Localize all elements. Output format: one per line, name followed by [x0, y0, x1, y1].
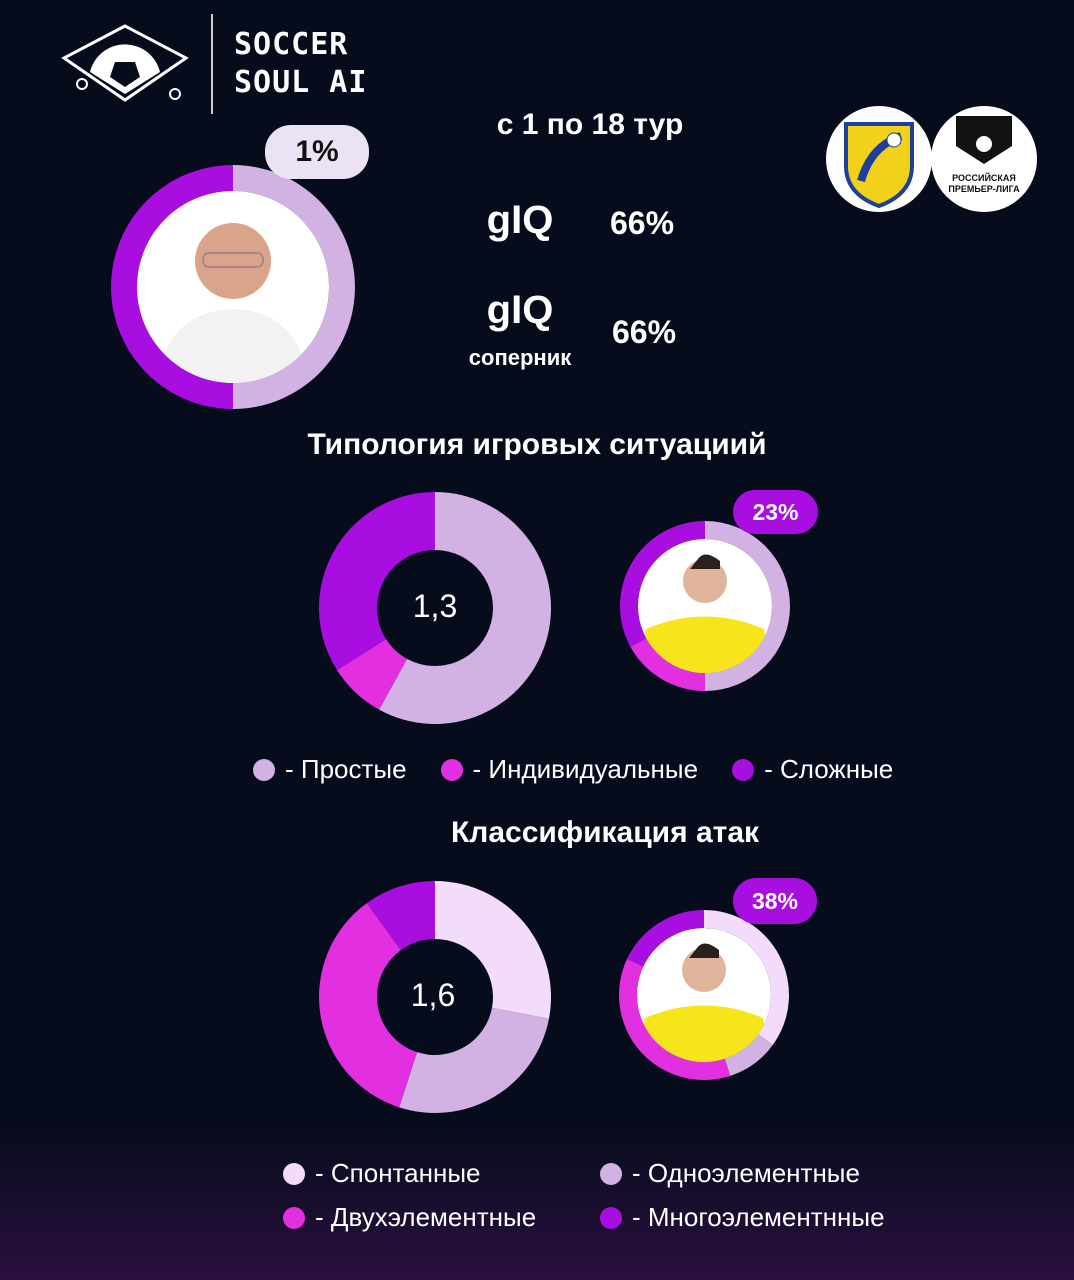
legend-dot-simple	[253, 758, 275, 781]
section-title-situations: Типология игровых ситуациий	[307, 428, 767, 461]
attacks-donut	[319, 881, 551, 1113]
player-ring-attacks	[619, 910, 789, 1080]
legend-situations: - Простые - Индивидуальные - Сложные	[253, 754, 893, 785]
soccer-soul-logo-icon	[61, 24, 189, 102]
slice-individual	[337, 639, 408, 710]
legend-simple: - Простые	[285, 754, 407, 784]
giq-opponent-sub: соперник	[468, 345, 572, 370]
player-percent-badge-situations: 23%	[733, 490, 818, 534]
giq-value: 66%	[610, 205, 675, 241]
legend-individual: - Индивидуальные	[472, 754, 699, 784]
giq-opponent-value: 66%	[612, 314, 677, 350]
legend-one-element-row: - Одноэлементные	[600, 1158, 860, 1189]
legend-spontaneous: - Спонтанные	[315, 1158, 481, 1188]
giq-opponent-label: gIQ	[486, 288, 554, 332]
player-percent-badge-attacks: 38%	[733, 878, 817, 924]
period-label: с 1 по 18 тур	[496, 108, 684, 141]
slice-two-element	[619, 958, 731, 1080]
legend-multi-element-row: - Многоэлементнные	[600, 1202, 885, 1233]
legend-complex: - Сложные	[764, 754, 894, 784]
slice-multi-element	[366, 881, 435, 951]
section-title-attacks: Классификация атак	[450, 816, 760, 849]
coach-ring-chart	[111, 165, 355, 409]
legend-dot-spontaneous	[283, 1162, 305, 1185]
legend-spontaneous-row: - Спонтанные	[283, 1158, 481, 1189]
rpl-logo: РОССИЙСКАЯ ПРЕМЬЕР-ЛИГА	[931, 106, 1037, 212]
brand-line2: SOUL AI	[234, 65, 368, 100]
slice-simple	[705, 521, 790, 691]
slice-one-element	[399, 1007, 549, 1113]
legend-dot-one-element	[600, 1162, 622, 1185]
situations-center-value: 1,3	[412, 588, 458, 624]
slice-complex	[620, 521, 705, 647]
situations-donut	[319, 492, 551, 724]
coach-percent-badge: 1%	[265, 125, 369, 179]
legend-dot-complex	[732, 758, 755, 781]
rpl-logo-text: РОССИЙСКАЯ ПРЕМЬЕР-ЛИГА	[948, 173, 1020, 194]
legend-dot-individual	[440, 758, 463, 781]
brand-line1: SOCCER	[234, 27, 349, 62]
coach-photo	[137, 191, 329, 383]
slice-complex	[111, 165, 233, 409]
legend-one-element: - Одноэлементные	[632, 1158, 860, 1188]
legend-two-element: - Двухэлементные	[315, 1202, 537, 1232]
slice-simple	[379, 492, 551, 724]
slice-individual	[630, 638, 705, 691]
fc-rostov-logo	[826, 106, 932, 212]
slice-two-element	[319, 903, 418, 1108]
attacks-center-value: 1,6	[410, 977, 456, 1013]
slice-spontaneous	[704, 910, 789, 1045]
logo-divider	[211, 14, 213, 114]
player-photo	[638, 539, 772, 673]
legend-multi-element: - Многоэлементнные	[632, 1202, 885, 1232]
legend-two-element-row: - Двухэлементные	[283, 1202, 536, 1233]
legend-dot-two-element	[283, 1206, 305, 1229]
slice-one-element	[724, 1034, 773, 1076]
slice-complex	[319, 492, 435, 671]
legend-dot-multi-element	[600, 1206, 622, 1229]
slice-multi-element	[627, 910, 704, 967]
slice-simple	[233, 165, 355, 409]
player-photo	[637, 928, 771, 1062]
slice-spontaneous	[435, 881, 551, 1019]
giq-label: gIQ	[486, 198, 554, 242]
player-ring-situations	[620, 521, 790, 691]
brand-name: SOCCER SOUL AI	[234, 26, 367, 102]
